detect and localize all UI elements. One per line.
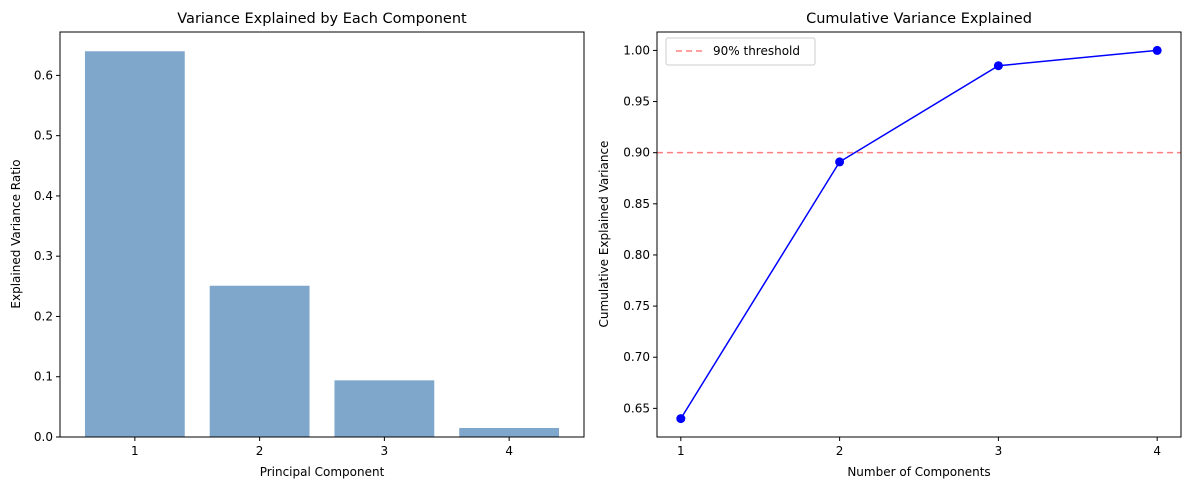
chart-left-ylabel: Explained Variance Ratio (9, 159, 23, 308)
ytick-label: 0.85 (623, 197, 650, 211)
chart-left-yticks: 0.0 0.1 0.2 0.3 0.4 0.5 0.6 (34, 68, 60, 444)
ytick-label: 0.70 (623, 350, 650, 364)
legend-threshold-label: 90% threshold (713, 44, 800, 58)
chart-right-legend: 90% threshold (665, 37, 816, 66)
xtick-label: 2 (836, 444, 844, 458)
ytick-label: 0.95 (623, 95, 650, 109)
ytick-label: 0.75 (623, 299, 650, 313)
chart-left-xlabel: Principal Component (260, 465, 385, 479)
ytick-label: 0.6 (34, 68, 53, 82)
ytick-label: 0.0 (34, 430, 53, 444)
xtick-label: 3 (995, 444, 1003, 458)
bar-2 (209, 285, 310, 437)
xtick-label: 4 (505, 444, 513, 458)
chart-right-axes-frame (656, 31, 1182, 438)
chart-right-ylabel: Cumulative Explained Variance (597, 141, 611, 328)
chart-right-xlabel: Number of Components (847, 465, 990, 479)
ytick-label: 0.2 (34, 309, 53, 323)
bar-1 (84, 51, 185, 438)
ytick-label: 0.65 (623, 401, 650, 415)
ytick-label: 0.4 (34, 189, 53, 203)
xtick-label: 1 (677, 444, 685, 458)
xtick-label: 3 (381, 444, 389, 458)
legend-frame (665, 37, 816, 66)
ytick-label: 0.3 (34, 249, 53, 263)
cumulative-points (676, 45, 1162, 424)
ytick-label: 0.5 (34, 129, 53, 143)
point-4 (1152, 45, 1162, 55)
point-3 (993, 61, 1003, 71)
chart-left-bars (84, 51, 560, 438)
bar-3 (334, 380, 435, 437)
ytick-label: 0.1 (34, 370, 53, 384)
chart-left-xticks: 1 2 3 4 (131, 437, 513, 458)
ytick-label: 1.00 (623, 43, 650, 57)
ytick-label: 0.90 (623, 146, 650, 160)
chart-left-title: Variance Explained by Each Component (177, 11, 467, 27)
chart-right-xticks: 1 2 3 4 (677, 437, 1161, 458)
xtick-label: 4 (1153, 444, 1161, 458)
xtick-label: 1 (131, 444, 139, 458)
bar-4 (459, 427, 560, 437)
xtick-label: 2 (256, 444, 264, 458)
ytick-label: 0.80 (623, 248, 650, 262)
chart-left-axes-frame (59, 31, 585, 438)
point-2 (835, 157, 845, 167)
chart-right-title: Cumulative Variance Explained (806, 11, 1032, 27)
chart-left: Variance Explained by Each Component 1 2 3… (9, 11, 585, 479)
cumulative-line (680, 49, 1158, 419)
chart-right-yticks: 0.65 0.70 0.75 0.80 0.85 0.90 0.95 1.00 (623, 43, 657, 415)
point-1 (676, 414, 686, 424)
